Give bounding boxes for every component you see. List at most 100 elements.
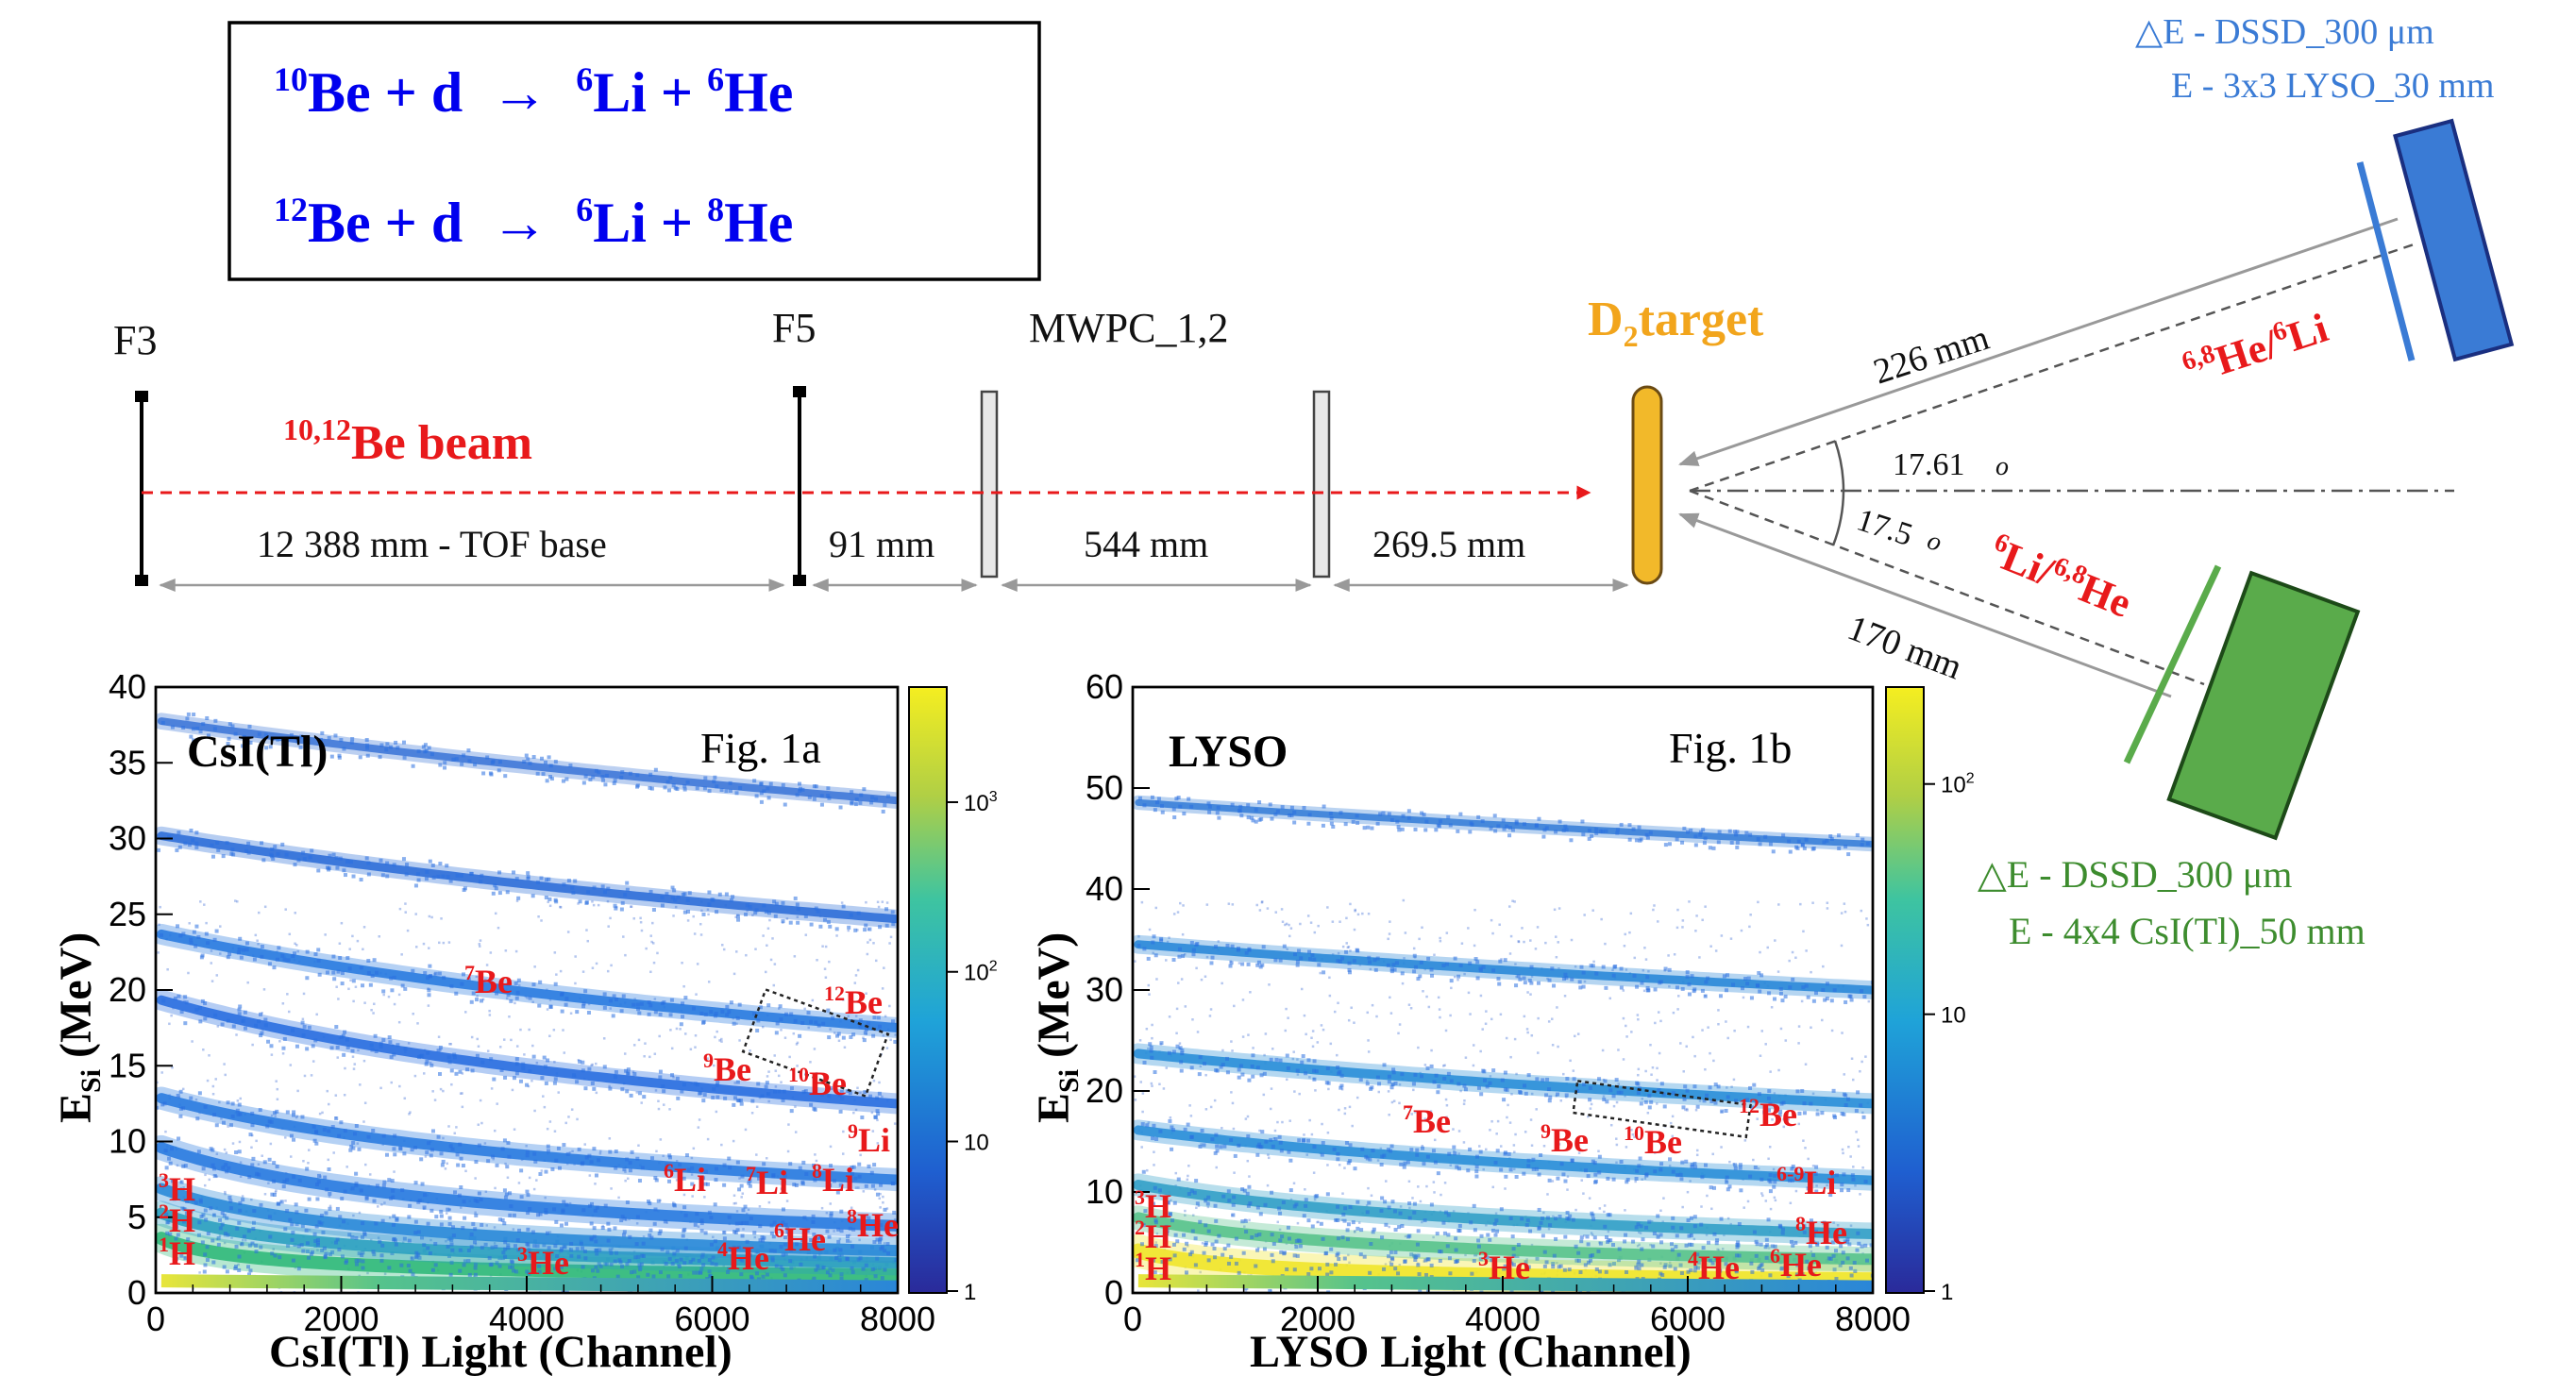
lower-dist-arrow bbox=[1678, 512, 2172, 698]
fig1a-isotope-label: 12Be bbox=[824, 982, 883, 1021]
fig1a-ytick-label: 30 bbox=[109, 819, 146, 858]
upper-dist-arrow bbox=[1678, 217, 2399, 466]
fig1b-band-h bbox=[1137, 1274, 1873, 1293]
upper-angle-label: 17.61 bbox=[1893, 447, 1965, 482]
fig1b-xtick-label: 2000 bbox=[1280, 1300, 1355, 1338]
fig1a-isotope-label: 10Be bbox=[788, 1063, 847, 1102]
upper-lyso-detector bbox=[2393, 118, 2515, 362]
reaction-box: 10Be + d → 6Li + 6He 12Be + d → 6Li + 8H… bbox=[227, 21, 1041, 281]
fig1a-ytick-label: 15 bbox=[109, 1046, 146, 1084]
fig1b-colorbar-label: 102 bbox=[1941, 771, 1975, 798]
fig1b-xtick-label: 6000 bbox=[1650, 1300, 1726, 1338]
fig1a-isotope-label: 3He bbox=[517, 1242, 569, 1282]
fig1b-isotope-label: 3He bbox=[1478, 1247, 1530, 1286]
target-label: D2target bbox=[1588, 293, 1764, 353]
upper-dist-label: 226 mm bbox=[1869, 318, 1994, 393]
fig1b-isotope-label: 6-9Li bbox=[1776, 1162, 1836, 1201]
fig1a-colorbar-label: 102 bbox=[964, 959, 998, 986]
fig1b-isotope-label: 6He bbox=[1770, 1244, 1822, 1284]
fig1a-colorbar bbox=[908, 686, 948, 1294]
fig1b-xtick-label: 8000 bbox=[1835, 1300, 1911, 1338]
fig1b-xtick-label: 4000 bbox=[1465, 1300, 1541, 1338]
mwpc2-plate bbox=[1312, 390, 1331, 579]
fig1b-isotope-label: 12Be bbox=[1739, 1094, 1797, 1133]
fig1b-isotope-label: 2H bbox=[1135, 1216, 1171, 1255]
fig1a-ytick-label: 20 bbox=[109, 970, 146, 1009]
fig1a-isotope-label: 8He bbox=[847, 1204, 899, 1244]
dist-544-label: 544 mm bbox=[1084, 523, 1208, 565]
fig1a-ytick-label: 35 bbox=[109, 743, 146, 781]
fig1b-colorbar bbox=[1885, 686, 1925, 1294]
fig1a-title: Fig. 1a bbox=[700, 724, 821, 772]
chart-fig1b: 0 2000 4000 6000 8000 0 10 20 30 40 50 60 LYSO Fig.… bbox=[1029, 667, 1975, 1376]
fig1a-ylabel: ESi (MeV) bbox=[51, 932, 107, 1123]
fig1a-xtick-label: 4000 bbox=[489, 1300, 564, 1338]
lower-dssd bbox=[2123, 564, 2222, 764]
fig1b-isotope-label: 3H bbox=[1135, 1185, 1171, 1225]
fig1a-colorbar-label: 103 bbox=[964, 789, 998, 816]
chart-fig1a: 0 2000 4000 6000 8000 0 5 10 15 20 25 30 35 40 CsI(Tl… bbox=[51, 667, 998, 1376]
fig1a-isotope-label: 7Li bbox=[746, 1162, 788, 1201]
fig1b-bands bbox=[1133, 795, 1873, 1293]
fig1a-isotope-label: 8Li bbox=[812, 1159, 854, 1199]
fig1b-ytick-label: 50 bbox=[1086, 768, 1123, 807]
fig1a-isotope-label: 4He bbox=[717, 1237, 769, 1277]
f3-label: F3 bbox=[113, 317, 157, 363]
fig1b-ytick-label: 40 bbox=[1086, 869, 1123, 908]
reaction-1: 10Be + d → 6Li + 6He bbox=[274, 60, 793, 124]
fig1a-xtick-label: 8000 bbox=[860, 1300, 935, 1338]
mwpc1-plate bbox=[980, 390, 999, 579]
fig1b-ytick-label: 30 bbox=[1086, 970, 1123, 1009]
fig1a-isotope-label: 1H bbox=[159, 1233, 195, 1272]
lower-csi-detector bbox=[2166, 570, 2361, 841]
fig1a-xtick-label: 0 bbox=[146, 1300, 165, 1338]
upper-particle-label: 6,8He/6Li bbox=[2179, 304, 2333, 394]
fig1a-ytick-label: 25 bbox=[109, 895, 146, 933]
fig1b-detector-label: LYSO bbox=[1169, 727, 1288, 777]
dist-269-label: 269.5 mm bbox=[1372, 523, 1525, 565]
fig1a-isotope-label: 3H bbox=[159, 1168, 195, 1208]
lower-angle-label: 17.5 bbox=[1853, 502, 1917, 553]
fig1a-isotope-label: 9Be bbox=[703, 1049, 751, 1088]
svg-text:o: o bbox=[1995, 452, 2009, 481]
fig1a-colorbar-label: 1 bbox=[964, 1280, 976, 1305]
fig1b-colorbar-label: 1 bbox=[1941, 1280, 1953, 1305]
upper-dssd bbox=[2356, 161, 2416, 361]
dist-tof-label: 12 388 mm - TOF base bbox=[257, 523, 607, 565]
lower-e-label: E - 4x4 CsI(Tl)_50 mm bbox=[2009, 910, 2366, 952]
fig1a-ytick-label: 40 bbox=[109, 667, 146, 706]
fig1a-ytick-label: 0 bbox=[127, 1273, 146, 1312]
fig1b-ytick-label: 60 bbox=[1086, 667, 1123, 706]
fig1a-ytick-label: 10 bbox=[109, 1122, 146, 1161]
fig1a-colorbar-label: 10 bbox=[964, 1131, 989, 1156]
fig1b-isotope-label: 10Be bbox=[1624, 1121, 1682, 1161]
fig1b-isotope-label: 8He bbox=[1795, 1212, 1847, 1251]
d2-target bbox=[1631, 385, 1663, 585]
dist-91-label: 91 mm bbox=[829, 523, 934, 565]
fig1b-xtick-label: 0 bbox=[1123, 1300, 1142, 1338]
fig1b-title: Fig. 1b bbox=[1669, 724, 1792, 772]
scattering-geometry: 226 mm 170 mm 17.61 o 17.5 o 6,8He/6Li △… bbox=[1678, 12, 2515, 952]
fig1b-ytick-label: 20 bbox=[1086, 1071, 1123, 1110]
lower-de-label: △E - DSSD_300 μm bbox=[1978, 853, 2292, 896]
fig1b-colorbar-label: 10 bbox=[1941, 1003, 1966, 1029]
lower-particle-label: 6Li/6,8He bbox=[1983, 528, 2138, 627]
lower-dist-label: 170 mm bbox=[1843, 608, 1967, 687]
fig1b-ytick-label: 10 bbox=[1086, 1172, 1123, 1211]
fig1b-isotope-label: 7Be bbox=[1403, 1100, 1451, 1140]
f5-label: F5 bbox=[772, 305, 816, 351]
upper-angle-line bbox=[1689, 242, 2417, 493]
fig1b-xlabel: LYSO Light (Channel) bbox=[1250, 1327, 1692, 1376]
fig1b-gate bbox=[1572, 1079, 1752, 1139]
beam-label: 10,12Be beam bbox=[283, 412, 532, 470]
fig1a-xlabel: CsI(Tl) Light (Channel) bbox=[269, 1327, 732, 1376]
fig1b-isotope-label: 1H bbox=[1135, 1248, 1171, 1287]
fig1a-isotope-label: 6Li bbox=[664, 1159, 706, 1199]
upper-e-label: E - 3x3 LYSO_30 mm bbox=[2171, 66, 2494, 106]
fig1a-isotope-label: 7Be bbox=[464, 961, 513, 1000]
beamline: F3 F5 MWPC_1,2 D2target 10,12Be beam 12 … bbox=[113, 293, 1764, 592]
fig1b-ytick-label: 0 bbox=[1104, 1273, 1123, 1312]
lower-angle-line bbox=[1689, 489, 2205, 686]
fig1a-ytick-label: 5 bbox=[127, 1198, 146, 1236]
